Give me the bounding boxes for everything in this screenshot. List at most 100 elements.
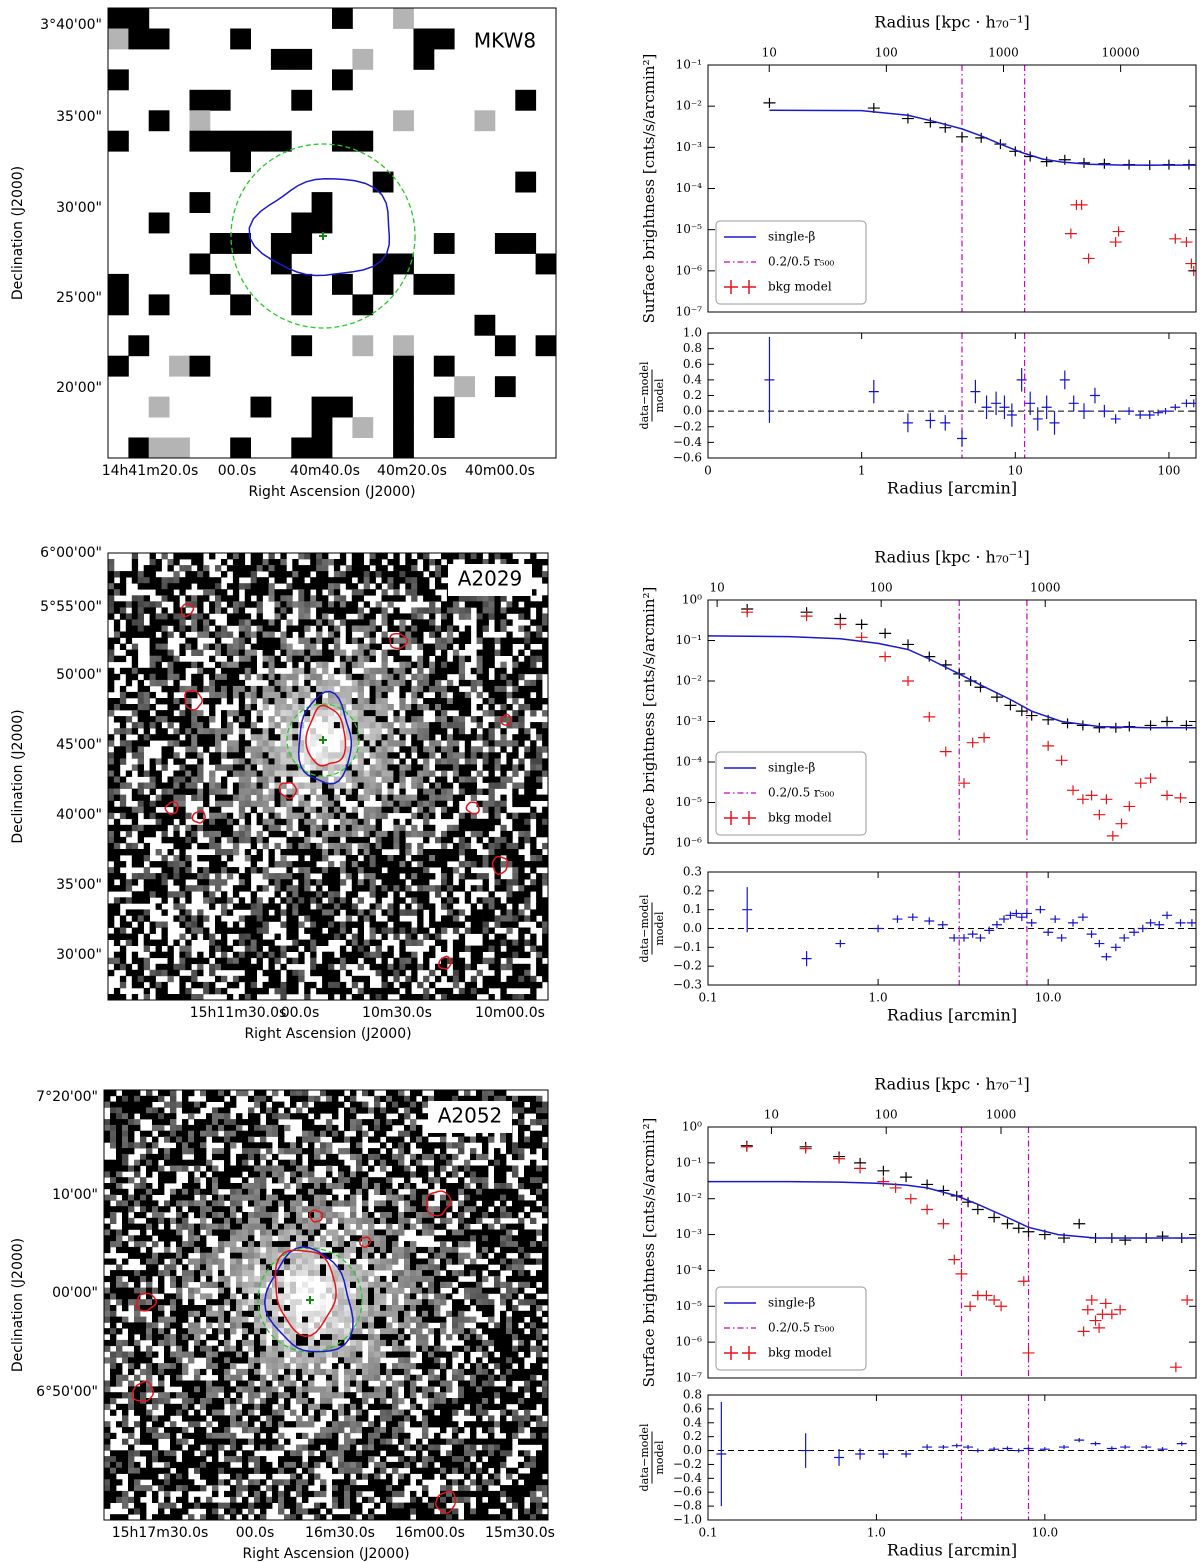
pixel bbox=[262, 800, 269, 808]
pixel bbox=[244, 903, 252, 910]
pixel bbox=[137, 800, 144, 808]
pixel bbox=[411, 746, 418, 753]
pixel bbox=[209, 945, 216, 952]
pixel bbox=[518, 613, 525, 620]
pixel bbox=[224, 1148, 231, 1155]
pixel bbox=[215, 589, 222, 596]
pixel bbox=[429, 782, 436, 789]
pixel bbox=[125, 691, 133, 699]
pixel bbox=[286, 885, 293, 892]
pixel bbox=[256, 613, 263, 620]
pixel bbox=[310, 824, 317, 832]
pixel bbox=[357, 698, 364, 705]
data-point bbox=[1161, 716, 1174, 727]
point-source bbox=[164, 801, 179, 815]
pixel bbox=[375, 945, 382, 952]
pixel bbox=[381, 679, 388, 687]
pixel bbox=[350, 1148, 357, 1155]
pixel bbox=[278, 1113, 285, 1120]
pixel bbox=[417, 794, 424, 801]
pixel bbox=[452, 716, 460, 723]
pixel bbox=[262, 619, 269, 626]
pixel bbox=[500, 776, 507, 783]
pixel bbox=[399, 855, 406, 862]
bkg-point bbox=[1067, 785, 1080, 796]
pixel bbox=[173, 601, 180, 608]
pixel bbox=[262, 818, 269, 826]
pixel bbox=[182, 1101, 189, 1108]
pixel bbox=[345, 601, 353, 608]
pixel bbox=[524, 752, 531, 759]
pixel bbox=[158, 1153, 165, 1161]
pixel bbox=[441, 963, 448, 971]
pixel bbox=[387, 746, 394, 753]
pixel bbox=[357, 595, 364, 602]
pixel bbox=[189, 130, 211, 152]
pixel bbox=[131, 806, 139, 814]
pixel bbox=[268, 758, 275, 765]
y-tick-label: 10⁻¹ bbox=[676, 58, 702, 72]
pixel bbox=[381, 637, 388, 644]
pixel bbox=[310, 776, 317, 783]
pixel bbox=[470, 764, 477, 771]
pixel bbox=[292, 770, 299, 777]
pixel bbox=[197, 981, 204, 989]
pixel bbox=[441, 921, 448, 928]
pixel bbox=[405, 867, 412, 874]
pixel bbox=[238, 879, 246, 886]
pixel bbox=[433, 233, 455, 254]
pixel bbox=[405, 553, 412, 560]
pixel bbox=[417, 788, 424, 795]
pixel bbox=[446, 619, 454, 626]
pixel bbox=[310, 963, 317, 971]
pixel bbox=[119, 722, 127, 729]
pixel bbox=[423, 770, 430, 777]
pixel bbox=[164, 1119, 171, 1126]
pixel bbox=[399, 698, 406, 705]
pixel bbox=[298, 818, 305, 826]
pixel bbox=[161, 728, 168, 735]
pixel bbox=[452, 800, 460, 808]
pixel bbox=[441, 855, 448, 862]
pixel bbox=[304, 806, 311, 814]
pixel bbox=[185, 746, 192, 753]
pixel bbox=[215, 698, 222, 705]
pixel bbox=[518, 1142, 525, 1149]
pixel bbox=[176, 1136, 183, 1143]
pixel bbox=[350, 1107, 357, 1114]
x-tick-label: 1 bbox=[858, 464, 866, 478]
pixel bbox=[524, 830, 531, 838]
pixel bbox=[244, 691, 252, 699]
pixel bbox=[512, 945, 519, 952]
pixel bbox=[411, 939, 418, 946]
pixel bbox=[268, 981, 275, 989]
pixel bbox=[203, 915, 210, 922]
pixel bbox=[339, 782, 347, 789]
pixel bbox=[536, 770, 543, 777]
pixel bbox=[274, 903, 281, 910]
pixel bbox=[518, 734, 525, 741]
pixel bbox=[226, 824, 234, 832]
pixel bbox=[435, 577, 442, 584]
pixel bbox=[167, 891, 174, 898]
pixel bbox=[232, 963, 240, 971]
pixel bbox=[500, 619, 507, 626]
pixel bbox=[375, 794, 382, 801]
pixel bbox=[393, 806, 400, 814]
pixel bbox=[322, 915, 329, 922]
pixel bbox=[524, 800, 531, 808]
pixel bbox=[512, 1142, 519, 1149]
pixel bbox=[405, 685, 412, 693]
pixel bbox=[286, 903, 293, 910]
blue-contour bbox=[297, 690, 353, 785]
pixel bbox=[542, 842, 549, 850]
pixel bbox=[244, 704, 252, 711]
pixel bbox=[262, 842, 269, 850]
pixel bbox=[182, 1142, 189, 1149]
pixel bbox=[393, 571, 400, 578]
pixel bbox=[446, 975, 454, 983]
pixel bbox=[512, 969, 519, 977]
pixel bbox=[458, 704, 466, 711]
pixel bbox=[143, 885, 150, 892]
pixel bbox=[274, 788, 281, 795]
